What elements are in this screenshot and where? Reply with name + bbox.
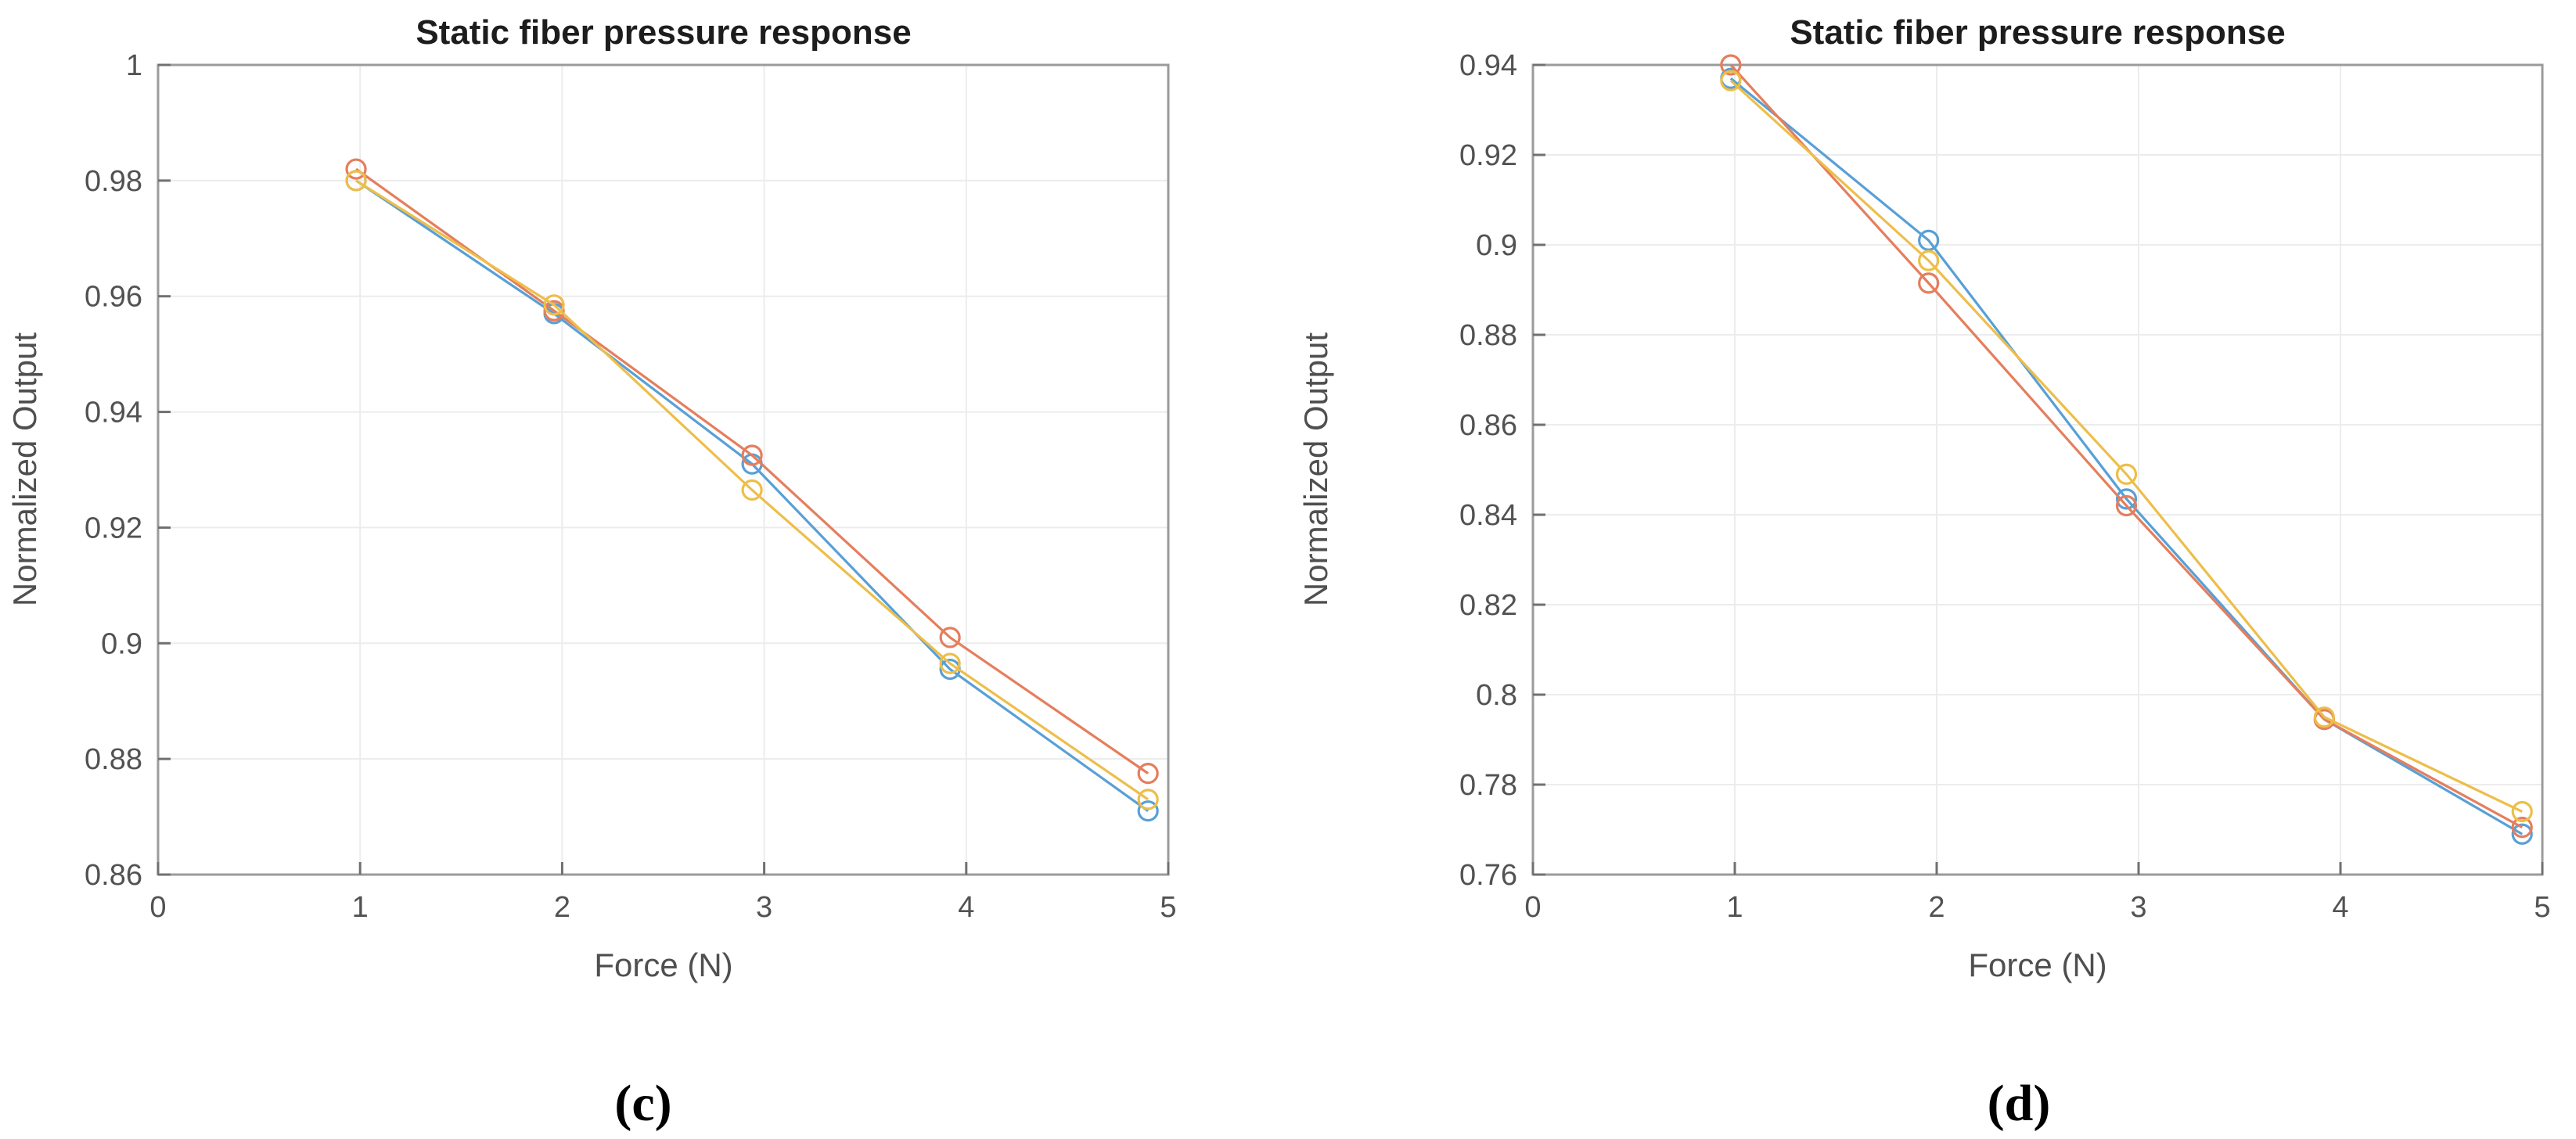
axes-box <box>1531 63 2544 876</box>
data-point-trial-yellow <box>543 294 565 316</box>
series-line-trial-blue <box>1729 77 2524 835</box>
data-point-trial-yellow <box>1918 250 1940 271</box>
y-tick-label: 0.98 <box>85 165 142 198</box>
chart-title: Static fiber pressure response <box>1790 13 2285 52</box>
data-point-trial-yellow <box>345 170 367 192</box>
data-point-trial-red <box>939 627 961 649</box>
axes-box <box>157 63 1170 876</box>
y-tick-label: 0.88 <box>85 743 142 776</box>
x-tick-label: 2 <box>554 891 570 924</box>
y-tick-label: 0.9 <box>101 627 142 660</box>
data-point-trial-blue <box>1918 229 1940 251</box>
data-point-trial-yellow <box>1720 70 1742 92</box>
y-tick-label: 0.84 <box>1459 499 1517 532</box>
series-line-trial-yellow <box>355 179 1149 801</box>
x-tick-label: 1 <box>1726 891 1743 924</box>
y-tick-label: 0.92 <box>85 512 142 544</box>
data-point-trial-red <box>741 444 763 466</box>
x-axis-label: Force (N) <box>594 947 732 983</box>
x-tick-label: 3 <box>756 891 772 924</box>
series-line-trial-red <box>1729 63 2523 829</box>
x-tick-label: 0 <box>149 891 166 924</box>
y-tick-label: 0.88 <box>1459 319 1517 352</box>
y-tick-label: 0.94 <box>1459 49 1517 82</box>
chart-title: Static fiber pressure response <box>416 13 911 52</box>
y-tick-label: 1 <box>126 49 142 82</box>
data-point-trial-red <box>543 300 565 322</box>
y-tick-label: 0.82 <box>1459 589 1517 622</box>
data-point-trial-red <box>2511 817 2533 839</box>
x-tick-label: 1 <box>352 891 369 924</box>
data-point-trial-yellow <box>2313 706 2335 728</box>
y-tick-label: 0.86 <box>85 859 142 892</box>
series-line-trial-yellow <box>1729 79 2523 813</box>
x-tick-label: 4 <box>958 891 974 924</box>
data-point-trial-red <box>1918 272 1940 294</box>
chart-panel-d: 0 1 2 3 4 5 0.76 0.78 0.8 0.82 0.84 0.86 0.88 0.9 0.92… <box>1288 0 2576 1139</box>
data-point-trial-red <box>1137 763 1159 785</box>
plot-area: 0 1 2 3 4 5 0.86 0.88 0.9 0.92 0.94 0.96 0.98 1 <box>85 49 1177 924</box>
data-point-trial-blue <box>2511 823 2533 845</box>
plot-area: 0 1 2 3 4 5 0.76 0.78 0.8 0.82 0.84 0.86 0.88 0.9 0.92… <box>1459 49 2551 924</box>
y-tick-label: 0.96 <box>85 281 142 314</box>
data-point-trial-yellow <box>939 652 961 674</box>
data-point-trial-red <box>345 158 367 180</box>
data-point-trial-yellow <box>1137 789 1159 810</box>
chart-panel-c: 0 1 2 3 4 5 0.86 0.88 0.9 0.92 0.94 0.96 0.98 1 Stati… <box>6 13 1177 1132</box>
y-tick-label: 0.9 <box>1476 229 1517 262</box>
y-tick-label: 0.78 <box>1459 769 1517 802</box>
y-tick-label: 0.92 <box>1459 139 1517 172</box>
data-point-trial-yellow <box>741 479 763 501</box>
x-tick-label: 4 <box>2332 891 2348 924</box>
panel-caption: (d) <box>1988 1075 2051 1132</box>
y-tick-label: 0.76 <box>1459 859 1517 892</box>
data-point-trial-blue <box>1137 800 1159 822</box>
y-axis-label: Normalized Output <box>6 332 43 606</box>
y-tick-label: 0.86 <box>1459 409 1517 442</box>
x-tick-label: 5 <box>1160 891 1176 924</box>
y-axis-label: Normalized Output <box>1297 332 1334 606</box>
data-point-trial-yellow <box>2115 463 2138 485</box>
x-tick-label: 0 <box>1524 891 1541 924</box>
x-tick-label: 2 <box>1928 891 1945 924</box>
x-tick-label: 3 <box>2130 891 2146 924</box>
x-axis-label: Force (N) <box>1968 947 2106 983</box>
y-tick-label: 0.94 <box>85 397 142 429</box>
panel-caption: (c) <box>614 1075 671 1132</box>
data-point-trial-red <box>2115 494 2138 517</box>
y-tick-label: 0.8 <box>1476 679 1517 712</box>
data-point-trial-red <box>1720 54 1742 76</box>
data-point-trial-yellow <box>2511 800 2533 823</box>
data-point-trial-blue <box>2115 488 2138 510</box>
x-tick-label: 5 <box>2534 891 2550 924</box>
